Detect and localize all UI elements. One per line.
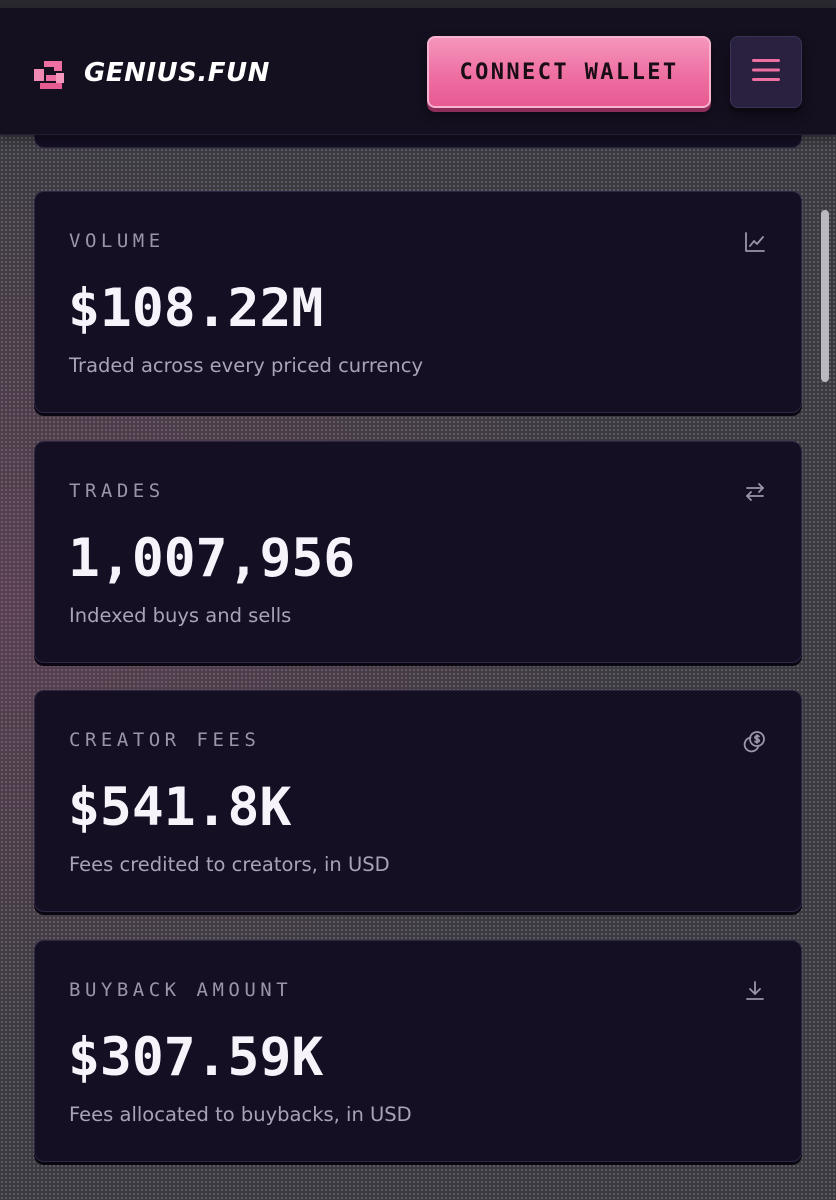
stat-card-buyback-amount: BUYBACK AMOUNT $307.59K Fees allocated t…: [34, 940, 802, 1162]
stat-label: CREATOR FEES: [69, 729, 261, 751]
stat-value: $108.22M: [68, 278, 324, 339]
menu-button[interactable]: [730, 36, 802, 108]
stat-value: 1,007,956: [68, 528, 356, 589]
stat-label: VOLUME: [69, 230, 165, 252]
stat-card-volume: VOLUME $108.22M Traded across every pric…: [34, 191, 802, 413]
stat-card-creator-fees: CREATOR FEES $541.8K Fees credited to cr…: [34, 690, 802, 912]
stat-label: TRADES: [69, 480, 165, 502]
scrollbar-thumb[interactable]: [821, 210, 829, 382]
stat-description: Fees credited to creators, in USD: [69, 853, 390, 876]
brand-name[interactable]: GENIUS.FUN: [84, 58, 270, 88]
stat-description: Traded across every priced currency: [69, 354, 424, 377]
stat-description: Fees allocated to buybacks, in USD: [69, 1103, 412, 1126]
stat-card-trades: TRADES 1,007,956 Indexed buys and sells: [34, 441, 802, 663]
line-chart-icon: [743, 230, 767, 254]
stat-description: Indexed buys and sells: [69, 604, 292, 627]
swap-arrows-icon: [743, 480, 767, 504]
download-icon: [743, 979, 767, 1003]
stat-value: $307.59K: [68, 1027, 324, 1088]
stat-value: $541.8K: [68, 777, 292, 838]
site-header: GENIUS.FUN CONNECT WALLET: [0, 8, 836, 135]
coins-icon: [743, 729, 767, 753]
browser-top-strip: [0, 0, 836, 8]
hamburger-menu-icon: [752, 58, 780, 86]
genius-logo-icon[interactable]: [32, 57, 68, 93]
connect-wallet-button[interactable]: CONNECT WALLET: [427, 36, 711, 108]
stat-label: BUYBACK AMOUNT: [69, 979, 293, 1001]
